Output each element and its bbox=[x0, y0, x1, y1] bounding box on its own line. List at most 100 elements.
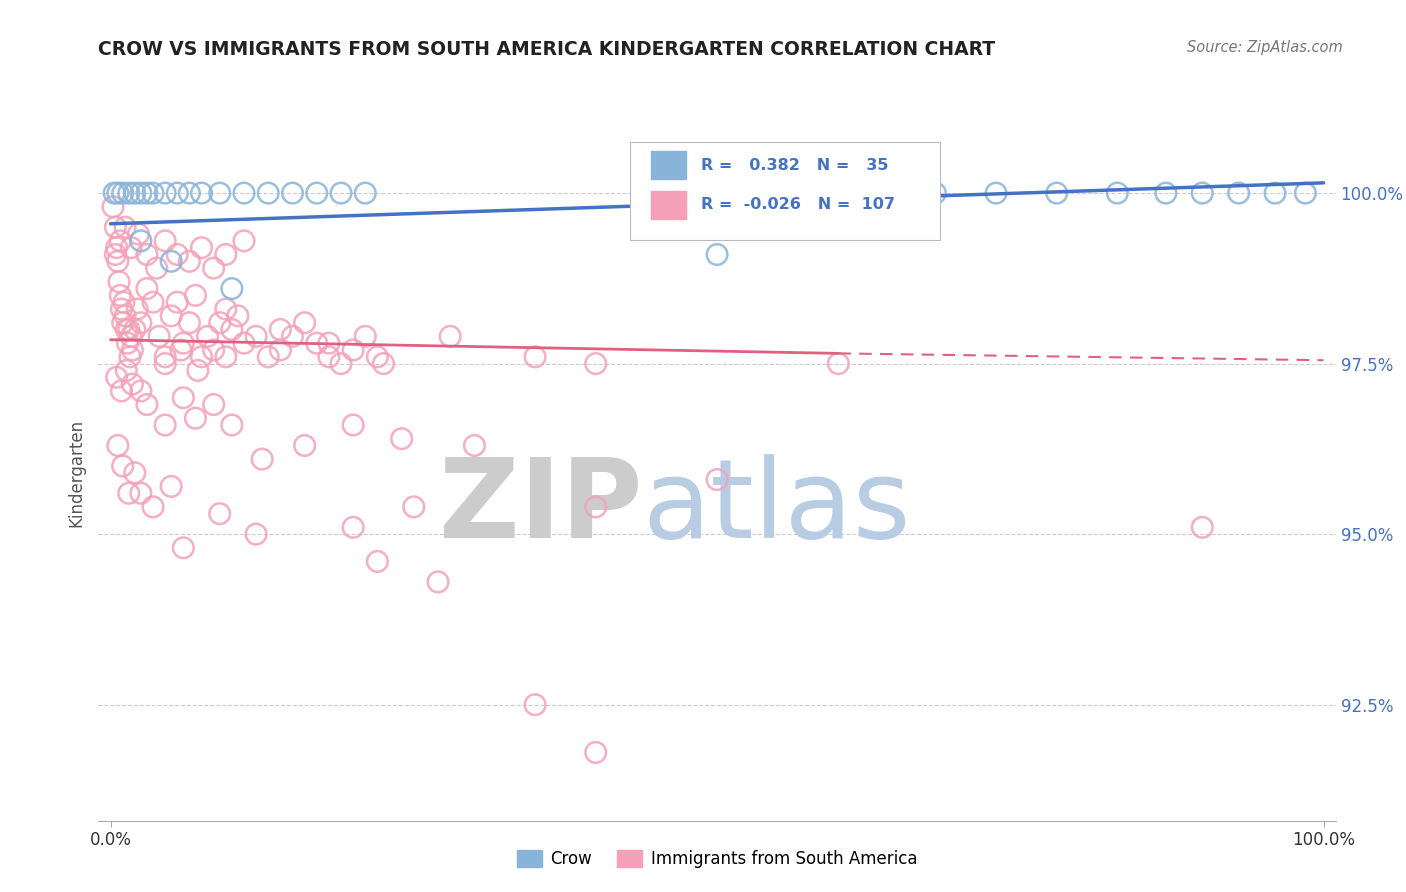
Point bbox=[153, 350, 176, 364]
Point bbox=[1154, 186, 1177, 200]
Point bbox=[105, 370, 128, 384]
Text: ZIP: ZIP bbox=[440, 454, 643, 561]
Text: CROW VS IMMIGRANTS FROM SOUTH AMERICA KINDERGARTEN CORRELATION CHART: CROW VS IMMIGRANTS FROM SOUTH AMERICA KI… bbox=[98, 40, 995, 59]
FancyBboxPatch shape bbox=[630, 142, 939, 240]
Point bbox=[1046, 186, 1069, 200]
Point bbox=[120, 241, 142, 255]
Point bbox=[318, 350, 340, 364]
Point bbox=[104, 247, 127, 261]
Point bbox=[114, 220, 136, 235]
Point bbox=[103, 186, 125, 200]
Point bbox=[153, 417, 176, 432]
Point bbox=[342, 343, 364, 357]
Point bbox=[1191, 520, 1213, 534]
Point bbox=[215, 350, 238, 364]
Point bbox=[136, 186, 159, 200]
Point bbox=[342, 417, 364, 432]
Point bbox=[226, 309, 249, 323]
Point bbox=[166, 295, 188, 310]
Point bbox=[115, 322, 138, 336]
FancyBboxPatch shape bbox=[651, 191, 686, 219]
Point bbox=[373, 357, 395, 371]
Point bbox=[233, 186, 256, 200]
Point bbox=[118, 322, 141, 336]
Point bbox=[250, 452, 273, 467]
Point bbox=[142, 500, 165, 514]
Point bbox=[136, 398, 159, 412]
Point bbox=[179, 186, 201, 200]
Point bbox=[120, 329, 142, 343]
Point bbox=[101, 200, 124, 214]
Point bbox=[110, 301, 132, 316]
Point bbox=[463, 438, 485, 452]
Point bbox=[402, 500, 425, 514]
Text: Source: ZipAtlas.com: Source: ZipAtlas.com bbox=[1187, 40, 1343, 55]
Point bbox=[294, 438, 316, 452]
Point bbox=[110, 234, 132, 248]
Point bbox=[153, 357, 176, 371]
Point bbox=[187, 363, 209, 377]
Point bbox=[136, 247, 159, 261]
Point bbox=[148, 329, 170, 343]
Point bbox=[153, 186, 176, 200]
Point bbox=[121, 343, 143, 357]
Point bbox=[110, 288, 132, 302]
Point bbox=[208, 316, 231, 330]
Point bbox=[342, 520, 364, 534]
Point bbox=[129, 186, 152, 200]
Legend: Crow, Immigrants from South America: Crow, Immigrants from South America bbox=[510, 844, 924, 875]
Point bbox=[114, 309, 136, 323]
Point bbox=[190, 186, 212, 200]
Point bbox=[129, 234, 152, 248]
Point bbox=[766, 186, 789, 200]
Point bbox=[439, 329, 461, 343]
Point bbox=[984, 186, 1007, 200]
Point bbox=[202, 343, 225, 357]
Text: R =   0.382   N =   35: R = 0.382 N = 35 bbox=[702, 158, 889, 173]
Point bbox=[827, 357, 849, 371]
Point bbox=[108, 275, 131, 289]
Point bbox=[118, 350, 141, 364]
Point bbox=[1264, 186, 1286, 200]
Point bbox=[706, 247, 728, 261]
Text: atlas: atlas bbox=[643, 454, 911, 561]
Point bbox=[221, 282, 243, 296]
Point bbox=[129, 486, 152, 500]
Point bbox=[136, 282, 159, 296]
Point bbox=[105, 241, 128, 255]
Point bbox=[166, 186, 188, 200]
Point bbox=[166, 247, 188, 261]
Point bbox=[294, 316, 316, 330]
Point bbox=[153, 234, 176, 248]
Point bbox=[863, 186, 886, 200]
Point bbox=[221, 322, 243, 336]
Point bbox=[111, 458, 134, 473]
Point bbox=[233, 336, 256, 351]
Point bbox=[215, 301, 238, 316]
Point bbox=[305, 186, 328, 200]
Point bbox=[104, 220, 127, 235]
Point bbox=[269, 343, 291, 357]
Point bbox=[110, 384, 132, 398]
Text: R =  -0.026   N =  107: R = -0.026 N = 107 bbox=[702, 197, 896, 212]
Point bbox=[208, 186, 231, 200]
Point bbox=[179, 254, 201, 268]
Point bbox=[127, 227, 149, 241]
Point bbox=[170, 343, 193, 357]
Point bbox=[1227, 186, 1250, 200]
Point bbox=[142, 186, 165, 200]
Point bbox=[924, 186, 946, 200]
Point bbox=[172, 541, 194, 555]
FancyBboxPatch shape bbox=[651, 152, 686, 179]
Point bbox=[330, 357, 353, 371]
Point bbox=[706, 473, 728, 487]
Point bbox=[112, 295, 135, 310]
Point bbox=[190, 350, 212, 364]
Point bbox=[118, 486, 141, 500]
Point bbox=[215, 247, 238, 261]
Point bbox=[1191, 186, 1213, 200]
Point bbox=[127, 301, 149, 316]
Point bbox=[107, 254, 129, 268]
Point bbox=[524, 698, 547, 712]
Y-axis label: Kindergarten: Kindergarten bbox=[67, 418, 86, 527]
